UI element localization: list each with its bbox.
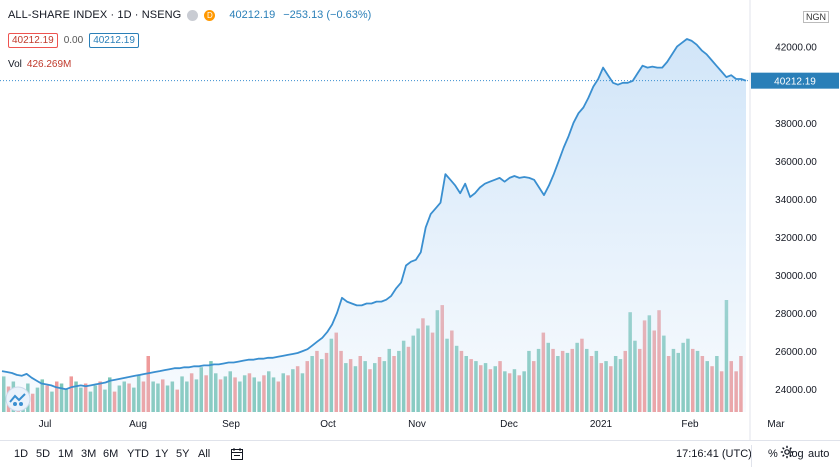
buy-price[interactable]: 40212.19 xyxy=(89,33,139,48)
range-all-button[interactable]: All xyxy=(198,448,211,460)
date-range-icon[interactable] xyxy=(230,447,244,464)
auto-toggle[interactable]: auto xyxy=(808,448,830,460)
bottom-toolbar: 1D 5D 1M 3M 6M YTD 1Y 5Y All 17:16:41 (U… xyxy=(0,440,840,473)
y-tick-label: 34000.00 xyxy=(775,195,817,206)
toolbar-divider xyxy=(751,445,752,467)
range-5d-button[interactable]: 5D xyxy=(36,448,51,460)
x-tick-label: Dec xyxy=(500,419,518,430)
range-5y-button[interactable]: 5Y xyxy=(176,448,190,460)
price-tag-bg xyxy=(751,72,839,89)
range-3m-button[interactable]: 3M xyxy=(81,448,97,460)
price-chart[interactable]: 42000.0040000.0038000.0036000.0034000.00… xyxy=(0,0,840,440)
price-tag-label: 40212.19 xyxy=(774,77,816,88)
y-tick-label: 28000.00 xyxy=(775,309,817,320)
logo-icon[interactable] xyxy=(5,386,31,417)
range-1m-button[interactable]: 1M xyxy=(58,448,74,460)
currency-label[interactable]: NGN xyxy=(803,11,829,23)
x-tick-label: Mar xyxy=(767,419,785,430)
price-change: −253.13 (−0.63%) xyxy=(283,9,372,21)
utc-clock[interactable]: 17:16:41 (UTC) xyxy=(676,448,752,460)
price-line xyxy=(1,38,747,391)
volume-label: Vol xyxy=(8,59,22,70)
range-ytd-button[interactable]: YTD xyxy=(127,448,149,460)
symbol-title: ALL-SHARE INDEX · 1D · NSENG xyxy=(8,9,182,21)
x-tick-label: Nov xyxy=(408,419,426,430)
range-6m-button[interactable]: 6M xyxy=(103,448,119,460)
status-dot-icon xyxy=(187,9,199,21)
settings-gear-icon[interactable] xyxy=(780,445,794,464)
x-tick-label: Sep xyxy=(222,419,240,430)
x-tick-label: Feb xyxy=(681,419,699,430)
volume-legend: Vol 426.269M xyxy=(8,59,71,70)
percent-toggle[interactable]: % xyxy=(768,448,778,460)
spread-value: 0.00 xyxy=(63,35,84,46)
y-tick-label: 42000.00 xyxy=(775,43,817,54)
delay-badge[interactable]: D xyxy=(204,9,216,21)
y-tick-label: 26000.00 xyxy=(775,347,817,358)
chart-legend: ALL-SHARE INDEX · 1D · NSENG D 40212.19 … xyxy=(8,9,371,21)
x-tick-label: Jul xyxy=(39,419,52,430)
last-price: 40212.19 xyxy=(229,9,276,21)
range-1y-button[interactable]: 1Y xyxy=(155,448,169,460)
y-tick-label: 36000.00 xyxy=(775,157,817,168)
y-tick-label: 24000.00 xyxy=(775,385,817,396)
price-area-fill xyxy=(2,39,746,412)
bid-ask-row: 40212.19 0.00 40212.19 xyxy=(8,33,139,48)
sell-price[interactable]: 40212.19 xyxy=(8,33,58,48)
y-tick-label: 32000.00 xyxy=(775,233,817,244)
x-tick-label: Oct xyxy=(320,419,336,430)
x-tick-label: Aug xyxy=(129,419,147,430)
range-1d-button[interactable]: 1D xyxy=(14,448,29,460)
y-tick-label: 30000.00 xyxy=(775,271,817,282)
volume-value: 426.269M xyxy=(26,59,72,70)
log-toggle[interactable]: log xyxy=(789,448,804,460)
y-tick-label: 38000.00 xyxy=(775,119,817,130)
x-tick-label: 2021 xyxy=(590,419,613,430)
